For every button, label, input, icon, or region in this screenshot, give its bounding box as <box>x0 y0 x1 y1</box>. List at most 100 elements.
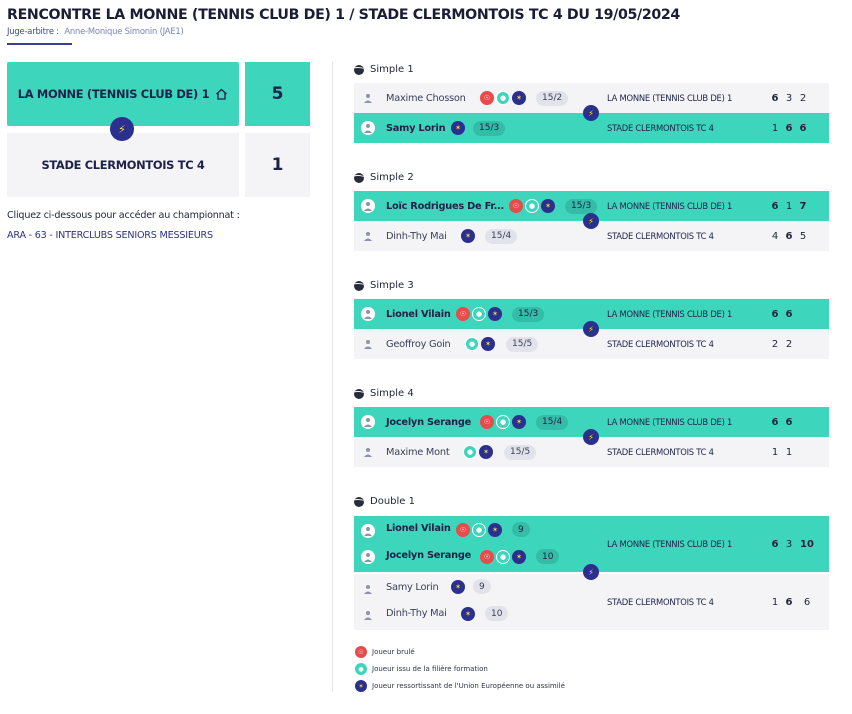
winner-bolt-icon: ⚡ <box>583 213 599 229</box>
player-name[interactable]: Jocelyn Serange <box>386 416 471 428</box>
club-name: LA MONNE (TENNIS CLUB DE) 1 <box>607 309 733 319</box>
player-badges: ✶ <box>461 229 475 243</box>
tennis-ball-icon <box>354 388 364 399</box>
home-icon <box>216 88 228 100</box>
club-name: LA MONNE (TENNIS CLUB DE) 1 <box>607 201 733 211</box>
club-name: LA MONNE (TENNIS CLUB DE) 1 <box>607 417 733 427</box>
person-icon <box>361 307 375 321</box>
player-name[interactable]: Maxime Chosson <box>386 92 466 104</box>
club-name: LA MONNE (TENNIS CLUB DE) 1 <box>607 93 733 103</box>
ranking-badge: 15/3 <box>565 198 598 214</box>
burned-icon: ☉ <box>355 646 367 658</box>
club-name: STADE CLERMONTOIS TC 4 <box>607 339 714 349</box>
player-name[interactable]: Dinh-Thy Mai <box>386 608 447 619</box>
page-title: RENCONTRE LA MONNE (TENNIS CLUB DE) 1 / … <box>7 7 680 23</box>
tennis-ball-icon <box>354 496 364 507</box>
person-icon <box>361 415 375 429</box>
player-badges: ☉ ● ✶ <box>509 199 555 213</box>
player-badges: ✶ <box>451 580 465 594</box>
player-badges: ☉ ● ✶ <box>456 307 502 321</box>
formation-icon: ● <box>465 337 479 351</box>
championship-link[interactable]: ARA - 63 - INTERCLUBS SENIORS MESSIEURS <box>7 230 213 241</box>
match-title: Simple 2 <box>354 172 414 183</box>
eu-icon: ✶ <box>481 337 495 351</box>
referee-underline <box>7 43 72 45</box>
formation-icon: ● <box>355 663 367 675</box>
referee-name: Anne-Monique Simonin (JAE1) <box>64 26 184 36</box>
club-name: STADE CLERMONTOIS TC 4 <box>607 123 714 133</box>
match-row: Dinh-Thy Mai ✶ 15/4 STADE CLERMONTOIS TC… <box>354 221 829 251</box>
eu-icon: ✶ <box>541 199 555 213</box>
person-icon <box>361 550 375 564</box>
referee-label: Juge-arbitre : <box>7 26 59 36</box>
club-name: STADE CLERMONTOIS TC 4 <box>607 231 714 241</box>
player-name[interactable]: Dinh-Thy Mai <box>386 230 447 242</box>
match-row-double: Samy Lorin ✶ 9 Dinh-Thy Mai ✶ 10 STADE C… <box>354 574 829 630</box>
burned-icon: ☉ <box>480 91 494 105</box>
person-icon <box>361 445 375 459</box>
eu-icon: ✶ <box>479 445 493 459</box>
match-row: Lionel Vilain ☉ ● ✶ 15/3 LA MONNE (TENNIS … <box>354 299 829 329</box>
eu-icon: ✶ <box>461 229 475 243</box>
match-title: Simple 3 <box>354 280 414 291</box>
championship-intro: Cliquez ci-dessous pour accéder au champ… <box>7 210 240 221</box>
player-name[interactable]: Lionel Vilain <box>386 308 451 320</box>
away-score: 1 <box>245 133 310 197</box>
home-team-name: LA MONNE (TENNIS CLUB DE) 1 <box>17 87 210 101</box>
person-icon <box>361 524 375 538</box>
home-score: 5 <box>245 62 310 126</box>
match-title: Simple 4 <box>354 388 414 399</box>
match-title: Double 1 <box>354 496 415 507</box>
formation-icon: ● <box>525 199 539 213</box>
burned-icon: ☉ <box>456 307 470 321</box>
person-icon <box>361 337 375 351</box>
club-name: LA MONNE (TENNIS CLUB DE) 1 <box>607 539 733 549</box>
eu-icon: ✶ <box>488 307 502 321</box>
eu-icon: ✶ <box>512 550 526 564</box>
player-name[interactable]: Samy Lorin <box>386 582 439 593</box>
player-badges: ● ✶ <box>465 337 495 351</box>
legend-item: ✶ Joueur ressortissant de l'Union Europée… <box>355 680 565 692</box>
player-badges: ✶ <box>451 121 465 135</box>
person-icon <box>361 582 375 596</box>
burned-icon: ☉ <box>456 523 470 537</box>
formation-icon: ● <box>472 523 486 537</box>
person-icon <box>361 199 375 213</box>
winner-bolt-icon: ⚡ <box>583 321 599 337</box>
tennis-ball-icon <box>354 280 364 291</box>
ranking-badge: 9 <box>512 522 530 537</box>
player-badges: ☉ ● ✶ <box>480 91 526 105</box>
match-title: Simple 1 <box>354 64 414 75</box>
legend-item: ☉ Joueur brulé <box>355 646 415 658</box>
away-team-card: STADE CLERMONTOIS TC 4 <box>7 133 239 197</box>
winner-bolt-icon: ⚡ <box>583 429 599 445</box>
player-badges: ☉ ● ✶ <box>456 523 502 537</box>
referee-info: Juge-arbitre : Anne-Monique Simonin (JAE… <box>7 26 184 36</box>
ranking-badge: 15/4 <box>536 414 569 430</box>
player-name[interactable]: Samy Lorin <box>386 122 446 134</box>
ranking-badge: 9 <box>473 579 491 594</box>
formation-icon: ● <box>472 307 486 321</box>
ranking-badge: 15/3 <box>512 306 545 322</box>
player-name[interactable]: Loïc Rodrigues De Fr... <box>386 200 505 212</box>
ranking-badge: 10 <box>485 606 509 621</box>
player-name[interactable]: Jocelyn Serange <box>386 550 471 561</box>
ranking-badge: 15/3 <box>473 120 506 136</box>
player-name[interactable]: Geoffroy Goin <box>386 338 451 350</box>
player-name[interactable]: Maxime Mont <box>386 446 450 458</box>
legend-item: ● Joueur issu de la filière formation <box>355 663 488 675</box>
eu-icon: ✶ <box>512 415 526 429</box>
person-icon <box>361 608 375 622</box>
column-divider <box>332 62 333 692</box>
eu-icon: ✶ <box>451 580 465 594</box>
player-name[interactable]: Lionel Vilain <box>386 523 451 534</box>
winner-bolt-icon: ⚡ <box>583 105 599 121</box>
match-row: Geoffroy Goin ● ✶ 15/5 STADE CLERMONTOIS … <box>354 329 829 359</box>
club-name: STADE CLERMONTOIS TC 4 <box>607 597 714 607</box>
